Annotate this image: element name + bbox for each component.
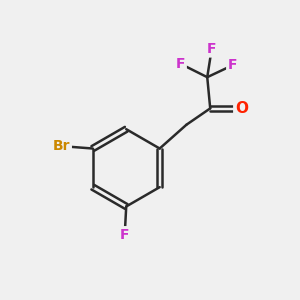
Text: F: F	[207, 42, 216, 56]
Text: O: O	[235, 101, 248, 116]
Text: F: F	[120, 228, 130, 242]
Text: Br: Br	[53, 139, 70, 153]
Text: F: F	[228, 58, 237, 72]
Text: F: F	[176, 57, 185, 71]
